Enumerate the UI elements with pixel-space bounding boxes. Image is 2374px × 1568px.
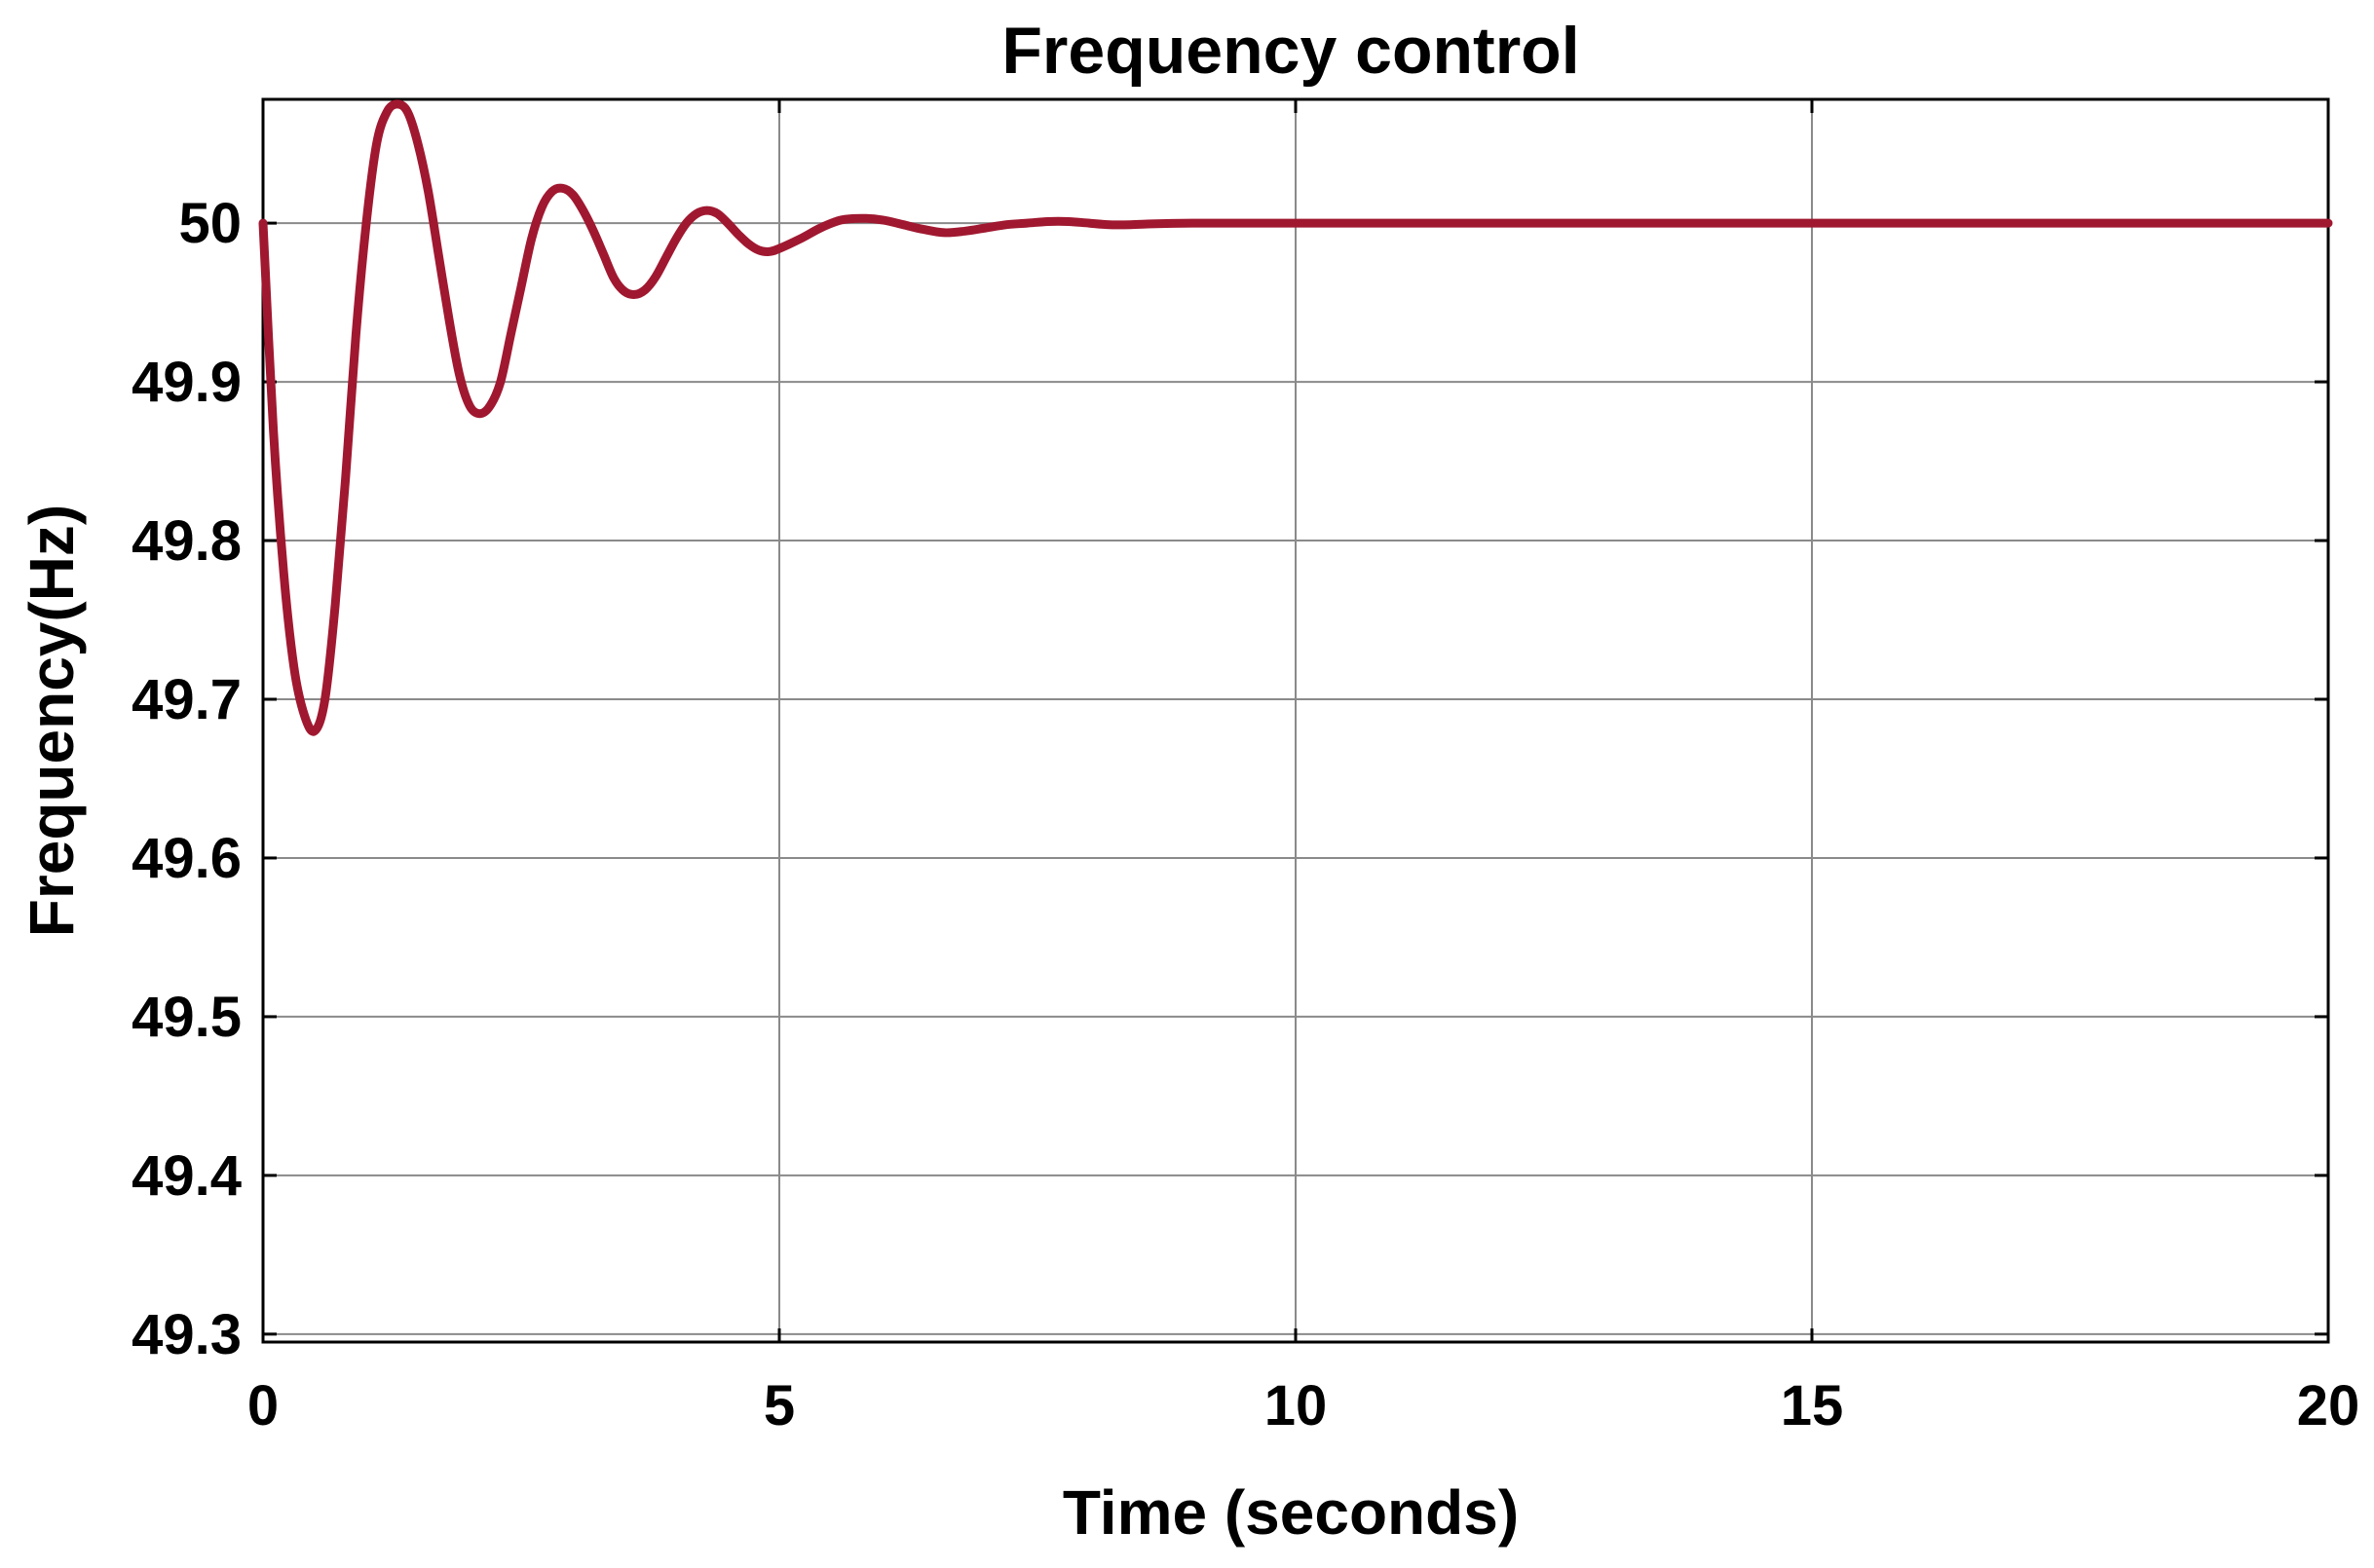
chart-title: Frequency control (1001, 14, 1579, 88)
series-layer (258, 99, 2333, 736)
y-tick-label: 49.6 (132, 827, 242, 890)
grid-lines (262, 99, 2329, 1342)
y-tick-label: 49.9 (132, 351, 242, 414)
plot-frame (261, 97, 2330, 1344)
x-axis-label: Time (seconds) (1063, 1477, 1519, 1548)
frequency-series-line (258, 99, 2333, 736)
x-tick-label: 20 (2297, 1374, 2360, 1437)
y-axis-label: Frequency(Hz) (17, 504, 87, 938)
y-tick-labels: 49.3 49.4 49.5 49.6 49.7 49.8 49.9 50 (132, 192, 242, 1366)
y-tick-label: 50 (178, 192, 242, 255)
x-tick-label: 0 (247, 1374, 279, 1437)
x-tick-label: 5 (764, 1374, 795, 1437)
y-tick-label: 49.3 (132, 1303, 242, 1366)
x-tick-label: 15 (1781, 1374, 1844, 1437)
x-tick-labels: 0 5 10 15 20 (247, 1374, 2359, 1437)
y-tick-label: 49.7 (132, 668, 242, 731)
y-tick-label: 49.4 (132, 1144, 242, 1208)
y-tick-label: 49.5 (132, 986, 242, 1049)
y-tick-label: 49.8 (132, 509, 242, 573)
x-tick-label: 10 (1264, 1374, 1328, 1437)
